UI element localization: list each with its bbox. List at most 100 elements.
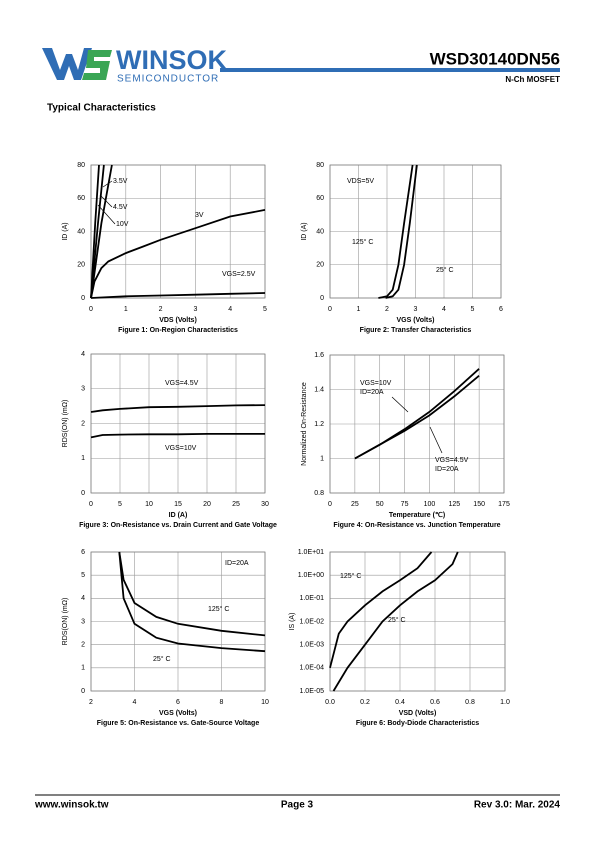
y-tick-label: 0 <box>320 295 324 302</box>
x-tick-label: 1 <box>357 306 361 313</box>
plot-frame <box>90 353 266 494</box>
x-tick-label: 3 <box>414 306 418 313</box>
x-tick-label: 25 <box>232 501 240 508</box>
x-axis-label: VDS (Volts) <box>159 317 197 324</box>
curve-label: VGS=4.5V <box>435 457 469 464</box>
x-tick-label: 0.0 <box>325 699 335 706</box>
curve <box>90 292 266 299</box>
curve-label: 125° C <box>340 572 361 580</box>
y-tick-label: 3 <box>81 618 85 625</box>
x-tick-label: 3 <box>193 306 197 313</box>
x-tick-label: 0 <box>89 306 93 313</box>
figure-title: Figure 6: Body-Diode Characteristics <box>355 720 480 727</box>
y-tick-label: 1.0E+00 <box>298 572 324 579</box>
y-tick-label: 1.0E+01 <box>298 549 324 556</box>
y-tick-label: 3 <box>81 386 85 393</box>
curve <box>118 551 266 653</box>
y-tick-label: 1.2 <box>314 421 324 428</box>
curve <box>354 375 480 460</box>
curve <box>90 404 266 413</box>
footer-page: Page 3 <box>281 800 314 811</box>
figure-title: Figure 1: On-Region Characteristics <box>118 327 238 334</box>
x-tick-label: 2 <box>89 699 93 706</box>
plot-frame <box>90 551 266 692</box>
y-tick-label: 2 <box>81 420 85 427</box>
figure-title: Figure 5: On-Resistance vs. Gate-Source … <box>96 720 260 727</box>
x-tick-label: 10 <box>145 501 153 508</box>
x-tick-label: 1 <box>124 306 128 313</box>
curve-label: 25° C <box>436 266 454 274</box>
annotation: VDS=5V <box>347 178 374 185</box>
annotation: ID=20A <box>225 560 249 567</box>
curve <box>90 164 100 299</box>
curve-label: 10V <box>116 221 129 228</box>
curve-label: 3V <box>195 212 204 219</box>
y-tick-label: 60 <box>316 195 324 202</box>
plot-frame <box>329 354 505 494</box>
y-tick-label: 1.0E-04 <box>299 665 324 672</box>
x-tick-label: 6 <box>176 699 180 706</box>
y-axis-label: IS (A) <box>289 613 296 631</box>
y-tick-label: 4 <box>81 595 85 602</box>
x-tick-label: 5 <box>471 306 475 313</box>
x-tick-label: 100 <box>424 501 436 508</box>
curve <box>378 164 414 299</box>
y-tick-label: 80 <box>316 162 324 169</box>
x-tick-label: 4 <box>228 306 232 313</box>
curve <box>90 433 265 439</box>
y-tick-label: 1 <box>81 455 85 462</box>
logo-text: WINSOK <box>116 45 227 75</box>
curve-label: 4.5V <box>113 204 128 211</box>
curve <box>90 209 266 299</box>
annotation: ID=20A <box>435 466 459 473</box>
x-tick-label: 5 <box>118 501 122 508</box>
section-title: Typical Characteristics <box>47 103 156 114</box>
y-tick-label: 4 <box>81 351 85 358</box>
plot-frame <box>329 551 506 692</box>
x-tick-label: 175 <box>498 501 510 508</box>
y-tick-label: 1.0E-03 <box>299 642 324 649</box>
x-tick-label: 15 <box>174 501 182 508</box>
y-tick-label: 20 <box>77 262 85 269</box>
x-tick-label: 4 <box>442 306 446 313</box>
x-tick-label: 25 <box>351 501 359 508</box>
y-tick-label: 0 <box>81 688 85 695</box>
curve <box>90 164 113 299</box>
x-tick-label: 0.4 <box>395 699 405 706</box>
y-tick-label: 0 <box>81 490 85 497</box>
x-tick-label: 20 <box>203 501 211 508</box>
y-axis-label: Normalized On-Resistance <box>301 382 308 466</box>
logo-w <box>42 48 92 80</box>
x-axis-label: VSD (Volts) <box>399 710 437 717</box>
curve-label: 3.5V <box>113 178 128 185</box>
curve <box>90 164 105 299</box>
x-tick-label: 0 <box>89 501 93 508</box>
y-axis-label: RDS(ON) (mΩ) <box>62 400 69 448</box>
x-tick-label: 125 <box>448 501 460 508</box>
y-tick-label: 40 <box>77 228 85 235</box>
y-tick-label: 1.0E-05 <box>299 688 324 695</box>
x-tick-label: 5 <box>263 306 267 313</box>
leader-line <box>429 426 443 454</box>
x-tick-label: 0.6 <box>430 699 440 706</box>
curve-label: VGS=10V <box>360 380 392 387</box>
x-tick-label: 1.0 <box>500 699 510 706</box>
y-tick-label: 1.0E-01 <box>299 595 324 602</box>
y-tick-label: 1 <box>320 455 324 462</box>
curve <box>118 551 266 637</box>
device-type: N-Ch MOSFET <box>505 75 560 84</box>
curve-label: 125° C <box>208 605 229 613</box>
x-tick-label: 75 <box>401 501 409 508</box>
footer-revision: Rev 3.0: Mar. 2024 <box>474 800 561 811</box>
y-tick-label: 20 <box>316 262 324 269</box>
y-tick-label: 0 <box>81 295 85 302</box>
curve <box>332 551 459 692</box>
y-tick-label: 1.0E-02 <box>299 618 324 625</box>
y-tick-label: 2 <box>81 642 85 649</box>
curve-label: 125° C <box>352 238 373 246</box>
logo-subtext: SEMICONDUCTOR <box>117 74 219 85</box>
curve-label: VGS=2.5V <box>222 271 256 278</box>
curve <box>385 164 418 299</box>
